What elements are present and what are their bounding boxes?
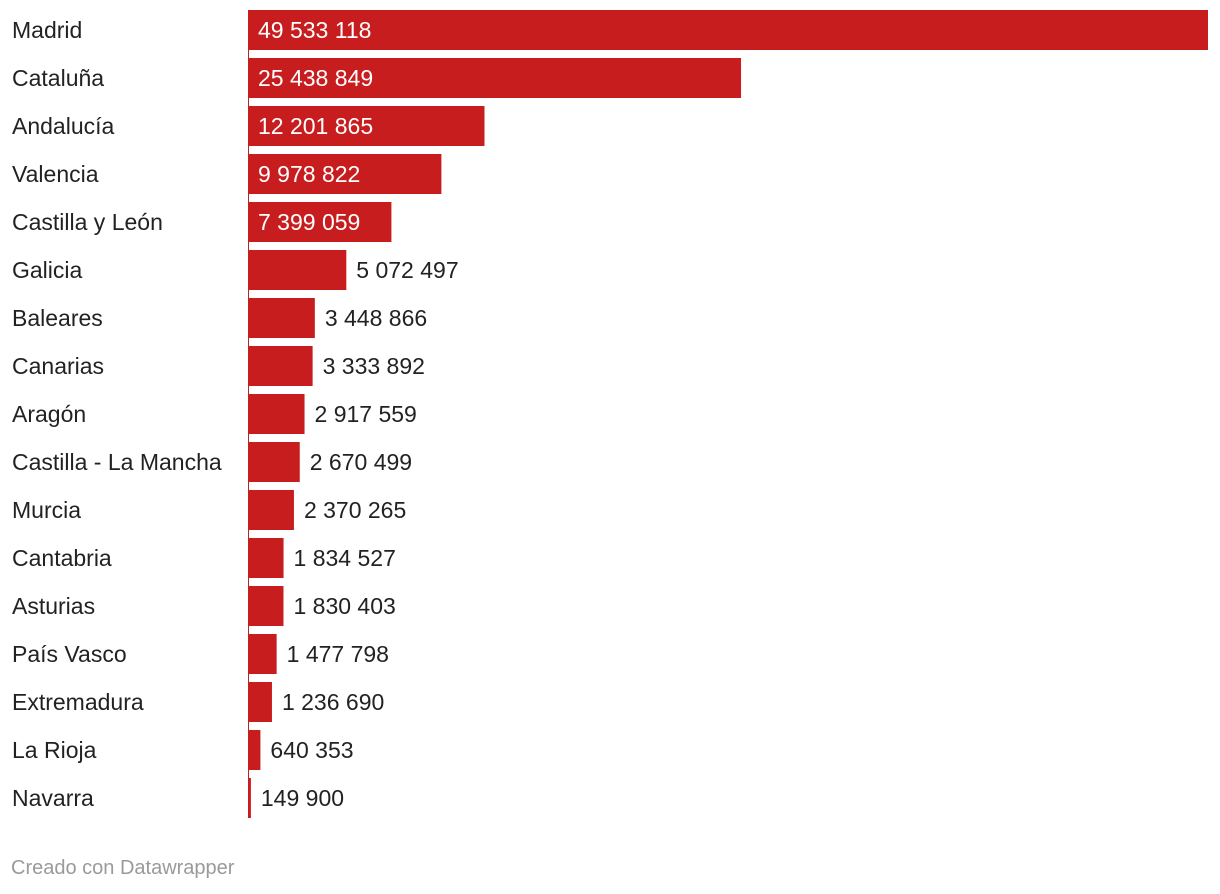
bar <box>248 538 284 578</box>
value-label: 49 533 118 <box>258 17 371 43</box>
bar-row: Navarra 149 900 <box>12 778 344 818</box>
bars-group: Madrid 49 533 118 Cataluña 25 438 849 Andalu… <box>12 10 1208 818</box>
bar <box>248 202 392 242</box>
credit-text: Creado con Datawrapper <box>11 857 235 879</box>
category-label: Extremadura <box>12 689 144 715</box>
bar-row: País Vasco 1 477 798 <box>12 634 389 674</box>
category-label: Cantabria <box>12 545 112 571</box>
value-label: 12 201 865 <box>258 113 373 139</box>
category-label: Aragón <box>12 401 86 427</box>
bar <box>248 394 305 434</box>
category-label: Baleares <box>12 305 103 331</box>
bar-row: Galicia 5 072 497 <box>12 250 459 290</box>
value-label: 9 978 822 <box>258 161 360 187</box>
bar <box>248 634 277 674</box>
bar <box>248 154 442 194</box>
category-label: Andalucía <box>12 113 115 139</box>
category-label: Asturias <box>12 593 95 619</box>
category-label: Castilla - La Mancha <box>12 449 222 475</box>
category-label: Valencia <box>12 161 99 187</box>
category-label: Cataluña <box>12 65 104 91</box>
bar <box>248 442 300 482</box>
bar-row: Aragón 2 917 559 <box>12 394 417 434</box>
value-label: 3 333 892 <box>323 353 425 379</box>
value-label: 1 477 798 <box>287 641 389 667</box>
value-label: 640 353 <box>270 737 353 763</box>
bar-row: Castilla - La Mancha 2 670 499 <box>12 442 412 482</box>
bar <box>248 10 1208 50</box>
bar-row: La Rioja 640 353 <box>12 730 354 770</box>
category-label: País Vasco <box>12 641 127 667</box>
value-label: 2 370 265 <box>304 497 406 523</box>
value-label: 5 072 497 <box>356 257 458 283</box>
bar-row: Castilla y León 7 399 059 <box>12 202 392 242</box>
value-label: 1 236 690 <box>282 689 384 715</box>
category-label: Navarra <box>12 785 94 811</box>
bar <box>248 682 272 722</box>
bar <box>248 586 284 626</box>
bar-row: Murcia 2 370 265 <box>12 490 406 530</box>
category-label: Castilla y León <box>12 209 163 235</box>
bar-row: Madrid 49 533 118 <box>12 10 1208 50</box>
category-label: Canarias <box>12 353 104 379</box>
bar-row: Andalucía 12 201 865 <box>12 106 485 146</box>
value-label: 149 900 <box>261 785 344 811</box>
bar-row: Cataluña 25 438 849 <box>12 58 742 98</box>
value-label: 3 448 866 <box>325 305 427 331</box>
bar-row: Valencia 9 978 822 <box>12 154 442 194</box>
category-label: La Rioja <box>12 737 97 763</box>
bar <box>248 346 313 386</box>
bar-row: Canarias 3 333 892 <box>12 346 425 386</box>
bar <box>248 58 742 98</box>
value-label: 7 399 059 <box>258 209 360 235</box>
bar <box>248 730 261 770</box>
bar <box>248 778 251 818</box>
value-label: 1 834 527 <box>294 545 396 571</box>
bar <box>248 250 347 290</box>
value-label: 2 917 559 <box>315 401 417 427</box>
bar-row: Baleares 3 448 866 <box>12 298 427 338</box>
bar <box>248 298 315 338</box>
value-label: 1 830 403 <box>293 593 395 619</box>
bar-row: Asturias 1 830 403 <box>12 586 396 626</box>
bar <box>248 490 294 530</box>
value-label: 2 670 499 <box>310 449 412 475</box>
bar-row: Cantabria 1 834 527 <box>12 538 396 578</box>
value-label: 25 438 849 <box>258 65 373 91</box>
bar-row: Extremadura 1 236 690 <box>12 682 384 722</box>
category-label: Madrid <box>12 17 82 43</box>
category-label: Murcia <box>12 497 81 523</box>
bar <box>248 106 485 146</box>
category-label: Galicia <box>12 257 83 283</box>
